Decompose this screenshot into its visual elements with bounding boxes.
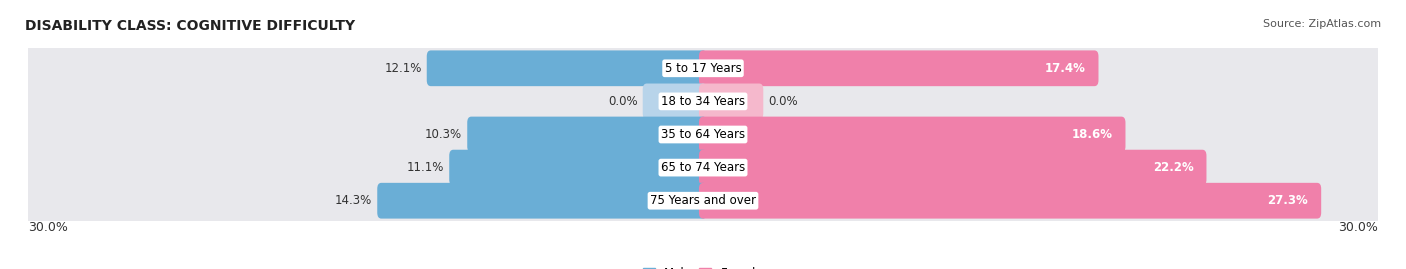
Text: 27.3%: 27.3% <box>1267 194 1308 207</box>
FancyBboxPatch shape <box>699 83 763 119</box>
FancyBboxPatch shape <box>27 77 1379 126</box>
Text: 35 to 64 Years: 35 to 64 Years <box>661 128 745 141</box>
Text: 17.4%: 17.4% <box>1045 62 1085 75</box>
FancyBboxPatch shape <box>699 117 1125 152</box>
FancyBboxPatch shape <box>450 150 707 186</box>
Text: 10.3%: 10.3% <box>425 128 463 141</box>
Text: 18 to 34 Years: 18 to 34 Years <box>661 95 745 108</box>
Text: 0.0%: 0.0% <box>768 95 797 108</box>
Text: 75 Years and over: 75 Years and over <box>650 194 756 207</box>
Text: 30.0%: 30.0% <box>1339 221 1378 233</box>
Text: 12.1%: 12.1% <box>384 62 422 75</box>
FancyBboxPatch shape <box>27 110 1379 159</box>
FancyBboxPatch shape <box>699 50 1098 86</box>
FancyBboxPatch shape <box>427 50 707 86</box>
Text: 11.1%: 11.1% <box>406 161 444 174</box>
Legend: Male, Female: Male, Female <box>643 267 763 269</box>
FancyBboxPatch shape <box>27 44 1379 93</box>
FancyBboxPatch shape <box>467 117 707 152</box>
FancyBboxPatch shape <box>699 150 1206 186</box>
Text: 30.0%: 30.0% <box>28 221 67 233</box>
Text: Source: ZipAtlas.com: Source: ZipAtlas.com <box>1263 19 1381 29</box>
Text: 65 to 74 Years: 65 to 74 Years <box>661 161 745 174</box>
FancyBboxPatch shape <box>643 83 707 119</box>
Text: 18.6%: 18.6% <box>1071 128 1112 141</box>
Text: 22.2%: 22.2% <box>1153 161 1194 174</box>
FancyBboxPatch shape <box>377 183 707 219</box>
FancyBboxPatch shape <box>27 176 1379 225</box>
FancyBboxPatch shape <box>699 183 1322 219</box>
Text: 14.3%: 14.3% <box>335 194 373 207</box>
Text: DISABILITY CLASS: COGNITIVE DIFFICULTY: DISABILITY CLASS: COGNITIVE DIFFICULTY <box>25 19 356 33</box>
Text: 0.0%: 0.0% <box>609 95 638 108</box>
Text: 5 to 17 Years: 5 to 17 Years <box>665 62 741 75</box>
FancyBboxPatch shape <box>27 143 1379 192</box>
